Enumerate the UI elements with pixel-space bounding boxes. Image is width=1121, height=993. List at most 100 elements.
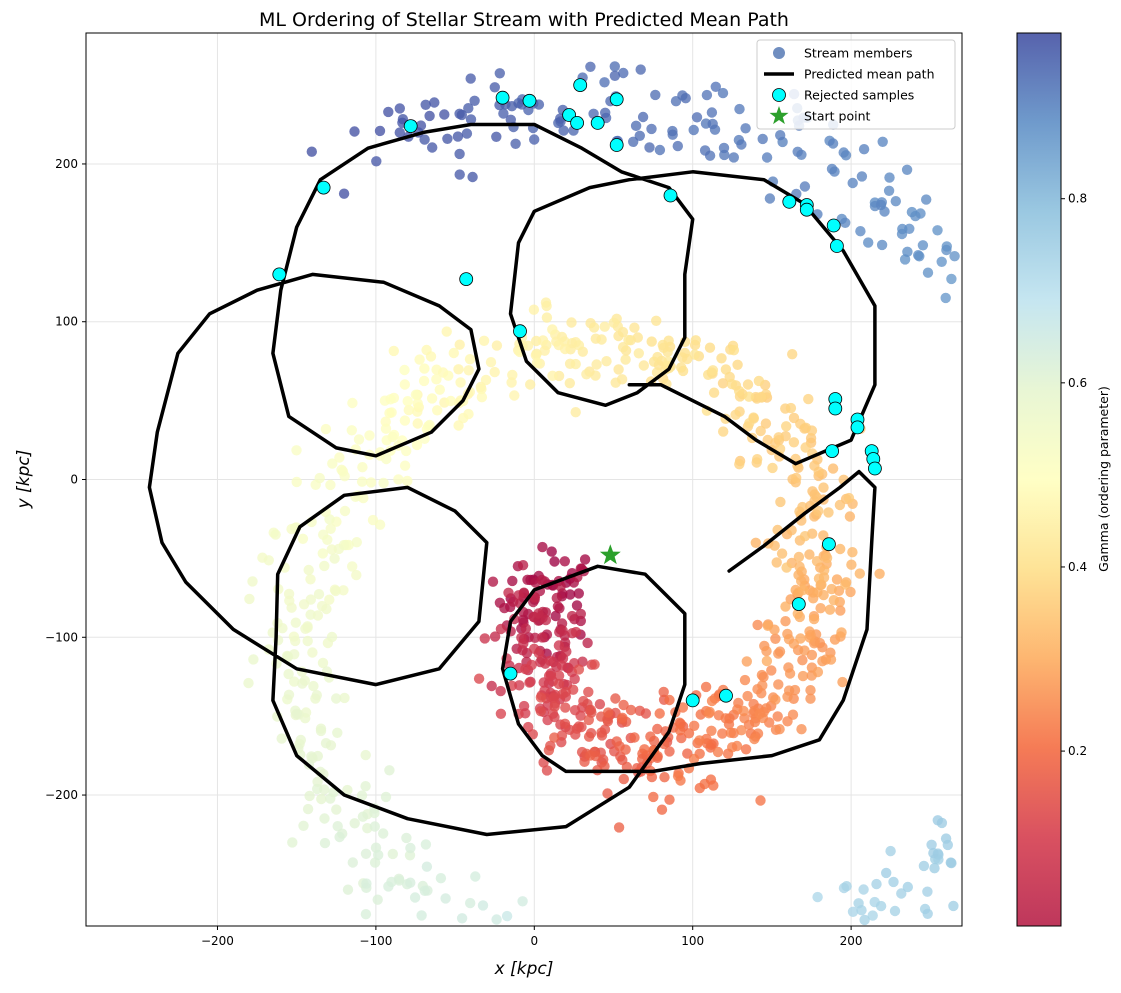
stream-member-point xyxy=(813,573,825,584)
stream-member-point xyxy=(618,699,629,711)
stream-member-point xyxy=(570,358,581,370)
stream-member-point xyxy=(618,773,629,785)
stream-member-point xyxy=(876,239,888,251)
stream-member-point xyxy=(289,676,300,687)
stream-member-point xyxy=(781,421,792,432)
stream-member-point xyxy=(333,543,344,555)
stream-member-point xyxy=(263,555,274,566)
stream-member-point xyxy=(540,297,552,308)
stream-member-point xyxy=(411,439,423,451)
stream-member-point xyxy=(568,684,579,695)
stream-member-point xyxy=(522,574,533,585)
stream-member-point xyxy=(307,647,318,658)
stream-member-point xyxy=(394,875,405,886)
stream-member-point xyxy=(304,790,315,802)
stream-member-point xyxy=(543,745,555,756)
stream-member-point xyxy=(412,418,423,429)
stream-member-point xyxy=(784,668,796,679)
stream-member-point xyxy=(319,813,330,824)
stream-member-point xyxy=(401,445,412,457)
stream-member-point xyxy=(613,822,625,833)
stream-member-point xyxy=(749,733,760,745)
stream-member-point xyxy=(387,848,398,860)
stream-member-point xyxy=(308,680,319,692)
stream-member-point xyxy=(906,206,918,218)
y-tick-label: −200 xyxy=(45,788,78,802)
stream-member-point xyxy=(581,369,592,380)
stream-member-point xyxy=(756,669,768,681)
stream-member-point xyxy=(419,885,430,896)
stream-member-point xyxy=(775,496,786,508)
stream-member-point xyxy=(403,404,414,416)
colorbar-tick-label: 0.2 xyxy=(1068,744,1087,758)
rejected-sample-point xyxy=(522,93,537,108)
stream-member-point xyxy=(646,123,657,135)
stream-member-point xyxy=(374,519,386,530)
stream-member-point xyxy=(664,746,675,757)
stream-member-point xyxy=(881,867,892,879)
stream-member-point xyxy=(317,548,328,559)
stream-member-point xyxy=(928,847,939,859)
rejected-sample-point xyxy=(799,202,814,217)
stream-member-point xyxy=(676,362,687,373)
stream-member-point xyxy=(421,861,433,872)
stream-member-point xyxy=(453,364,464,375)
stream-member-point xyxy=(922,886,933,897)
stream-member-point xyxy=(329,553,340,564)
stream-member-point xyxy=(318,529,329,540)
legend: Stream members Predicted mean path Rejec… xyxy=(756,39,956,130)
stream-member-point xyxy=(573,664,585,675)
stream-member-point xyxy=(553,339,564,351)
stream-member-point xyxy=(875,900,887,912)
rejected-sample-point xyxy=(459,272,474,287)
stream-member-point xyxy=(652,351,663,363)
stream-member-point xyxy=(402,396,413,407)
stream-member-point xyxy=(283,668,294,680)
stream-member-point xyxy=(743,391,755,402)
stream-member-point xyxy=(283,588,295,600)
stream-member-point xyxy=(596,334,607,345)
stream-member-point xyxy=(247,576,258,587)
axis-ticks: −200 −100 0 100 200 −200 −100 0 100 200 xyxy=(45,157,863,948)
stream-member-point xyxy=(736,139,747,150)
stream-member-point xyxy=(535,706,546,717)
stream-member-point xyxy=(854,568,865,579)
stream-member-point xyxy=(799,181,811,192)
stream-member-point xyxy=(509,390,520,401)
rejected-sample-point xyxy=(609,138,624,152)
stream-member-point xyxy=(452,131,464,142)
stream-member-point xyxy=(767,462,778,474)
stream-member-point xyxy=(476,383,487,395)
stream-member-point xyxy=(638,360,649,371)
stream-member-point xyxy=(694,735,705,746)
stream-member-point xyxy=(349,818,360,829)
stream-member-point xyxy=(565,589,576,600)
stream-member-point xyxy=(412,406,423,417)
stream-member-point xyxy=(617,342,629,353)
stream-member-point xyxy=(270,529,281,540)
stream-member-point xyxy=(813,466,824,477)
stream-member-point xyxy=(478,335,490,346)
stream-member-point xyxy=(688,753,700,765)
stream-member-point xyxy=(757,680,768,691)
stream-member-point xyxy=(351,569,362,581)
stream-member-point xyxy=(761,645,772,657)
stream-member-point xyxy=(573,340,585,351)
stream-member-point xyxy=(844,511,856,522)
stream-member-point xyxy=(290,635,301,647)
stream-member-point xyxy=(539,345,550,356)
stream-member-point xyxy=(847,547,858,558)
stream-member-point xyxy=(588,322,600,333)
stream-member-point xyxy=(871,878,882,890)
stream-member-point xyxy=(541,765,553,776)
stream-member-point xyxy=(548,692,559,704)
stream-member-point xyxy=(541,312,553,323)
stream-member-point xyxy=(732,359,743,370)
stream-member-point xyxy=(617,712,628,723)
stream-member-point xyxy=(752,454,763,465)
stream-member-point xyxy=(889,905,901,917)
stream-member-point xyxy=(405,842,416,854)
stream-member-point xyxy=(699,145,711,156)
stream-member-point xyxy=(827,138,839,149)
